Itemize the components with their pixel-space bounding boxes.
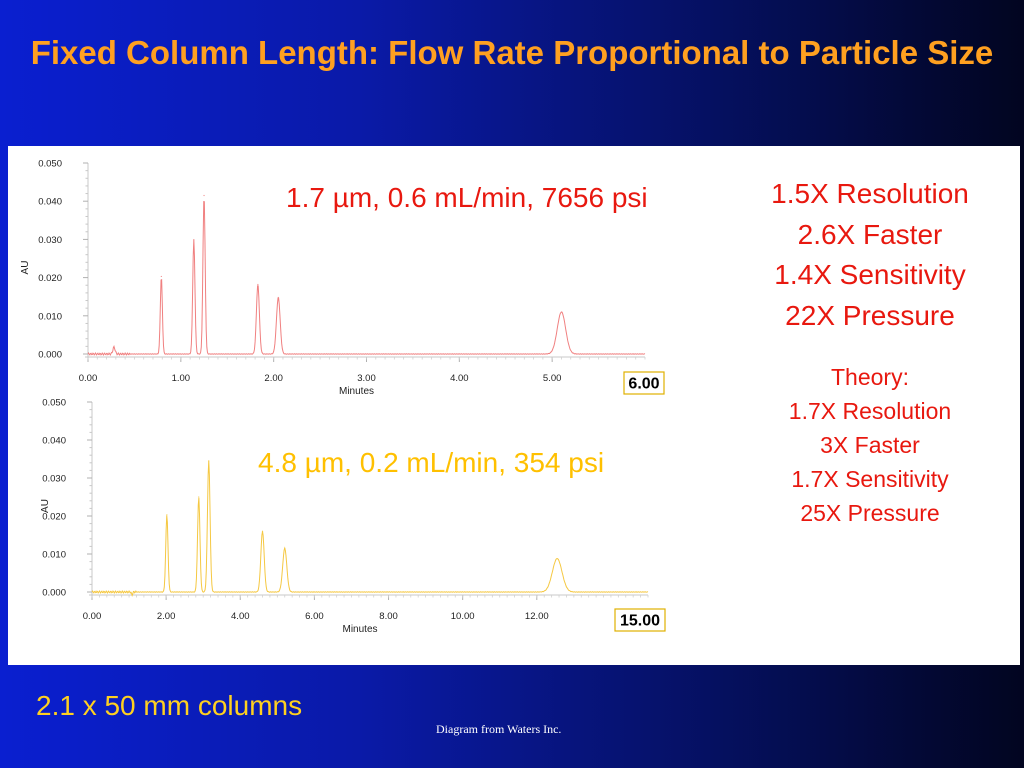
diagram-credit: Diagram from Waters Inc. xyxy=(436,722,562,736)
top-y-tick-label: 0.010 xyxy=(38,311,62,322)
theory-heading: Theory: xyxy=(831,364,909,390)
bottom-x-tick-label: 12.00 xyxy=(525,611,549,622)
top-x-axis-label: Minutes xyxy=(339,386,374,397)
theory-speed: 3X Faster xyxy=(820,432,920,458)
bottom-y-axis-label: AU xyxy=(40,499,51,513)
slide-title: Fixed Column Length: Flow Rate Proportio… xyxy=(30,34,994,71)
top-run-conditions-label: 1.7 µm, 0.6 mL/min, 7656 psi xyxy=(286,182,648,213)
theory-stats: Theory: 1.7X Resolution 3X Faster 1.7X S… xyxy=(735,360,1005,530)
chromatogram-chart: 0.000 0.010 0.020 0.030 0.040 0.050 0.00 1.00 2.… xyxy=(20,159,666,635)
bottom-peak-1 xyxy=(131,594,133,596)
top-y-tick-label: 0.050 xyxy=(38,159,62,170)
top-y-axis-label: AU xyxy=(20,261,31,275)
top-run-end-box xyxy=(623,371,665,395)
bottom-x-tick-label: 10.00 xyxy=(451,611,475,622)
top-y-tick-label: 0.000 xyxy=(38,350,62,361)
top-x-tick-label: 3.00 xyxy=(357,373,376,384)
stat-pressure: 22X Pressure xyxy=(785,299,955,331)
top-x-tick-label: 4.00 xyxy=(450,373,469,384)
bottom-y-tick-label: 0.050 xyxy=(42,398,66,409)
bottom-x-tick-label: 6.00 xyxy=(305,611,324,622)
bottom-chromatogram-trace xyxy=(91,460,649,598)
theory-pressure: 25X Pressure xyxy=(800,500,940,526)
top-y-tick-label: 0.030 xyxy=(38,235,62,246)
chromatogram-panel: 0.000 0.010 0.020 0.030 0.040 0.050 0.00 1.00 2.… xyxy=(8,146,1020,665)
column-dimensions: 2.1 x 50 mm columns xyxy=(36,690,303,721)
top-chromatogram-trace xyxy=(87,201,646,356)
top-x-tick-label: 5.00 xyxy=(543,373,562,384)
stat-sensitivity: 1.4X Sensitivity xyxy=(774,259,966,290)
bottom-x-tick-label: 2.00 xyxy=(157,611,176,622)
top-y-tick-label: 0.020 xyxy=(38,273,62,284)
theory-sensitivity: 1.7X Sensitivity xyxy=(791,466,949,492)
bottom-peak-4 xyxy=(208,460,210,462)
bottom-y-tick-label: 0.010 xyxy=(42,550,66,561)
bottom-x-axis-label: Minutes xyxy=(342,624,377,635)
bottom-x-tick-label: 4.00 xyxy=(231,611,250,622)
top-x-tick-label: 1.00 xyxy=(172,373,191,384)
top-peak-2 xyxy=(160,275,162,278)
theory-resolution: 1.7X Resolution xyxy=(788,398,952,424)
stat-resolution: 1.5X Resolution xyxy=(771,178,969,209)
top-peak-4 xyxy=(203,194,205,197)
top-peak-6 xyxy=(277,296,279,299)
bottom-run-conditions-label: 4.8 µm, 0.2 mL/min, 354 psi xyxy=(258,447,604,478)
top-x-tick-label: 2.00 xyxy=(264,373,283,384)
top-peak-7 xyxy=(560,311,563,313)
observed-stats: 1.5X Resolution 2.6X Faster 1.4X Sensiti… xyxy=(735,174,1005,336)
bottom-peak-5 xyxy=(261,530,264,532)
bottom-x-tick-label: 8.00 xyxy=(379,611,398,622)
top-peak-1 xyxy=(113,346,115,348)
bottom-peak-3 xyxy=(198,496,200,498)
bottom-peak-2 xyxy=(166,514,168,516)
bottom-run-end-box xyxy=(614,608,666,632)
bottom-peak-7 xyxy=(556,557,558,560)
bottom-y-tick-label: 0.030 xyxy=(42,474,66,485)
bottom-run-end-time: 15.00 xyxy=(620,613,660,630)
bottom-peak-6 xyxy=(284,547,286,549)
top-peak-5 xyxy=(257,283,259,286)
top-y-tick-label: 0.040 xyxy=(38,197,62,208)
top-peak-3 xyxy=(193,239,195,241)
top-run-end-time: 6.00 xyxy=(628,376,659,393)
bottom-y-tick-label: 0.020 xyxy=(42,512,66,523)
bottom-y-tick-label: 0.040 xyxy=(42,436,66,447)
top-x-tick-label: 0.00 xyxy=(79,373,98,384)
stat-speed: 2.6X Faster xyxy=(797,218,943,250)
bottom-y-tick-label: 0.000 xyxy=(42,588,66,599)
bottom-x-tick-label: 0.00 xyxy=(83,611,102,622)
